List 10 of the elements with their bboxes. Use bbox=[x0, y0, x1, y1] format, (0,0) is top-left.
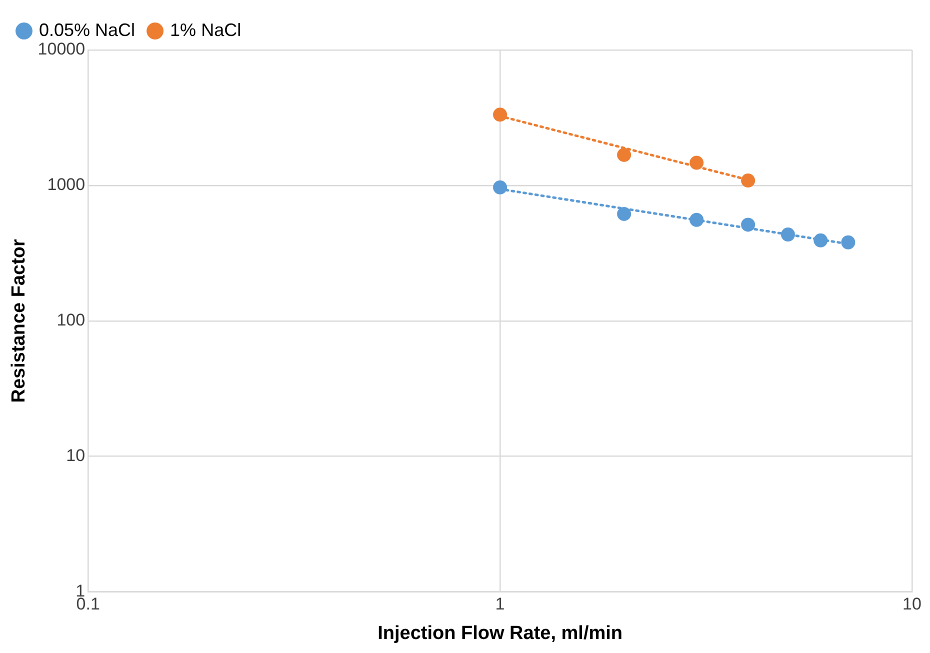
legend-label: 0.05% NaCl bbox=[39, 20, 136, 40]
x-axis-title: Injection Flow Rate, ml/min bbox=[378, 622, 622, 644]
y-tick-label: 10000 bbox=[38, 40, 86, 59]
x-tick-label: 10 bbox=[902, 594, 922, 614]
y-tick-label: 10 bbox=[66, 446, 86, 466]
y-axis-title: Resistance Factor bbox=[8, 238, 30, 403]
x-tick-label: 1 bbox=[495, 594, 505, 614]
legend-label: 1% NaCl bbox=[170, 20, 242, 40]
y-tick-label: 100 bbox=[56, 310, 86, 330]
y-tick-label: 1000 bbox=[47, 175, 86, 194]
